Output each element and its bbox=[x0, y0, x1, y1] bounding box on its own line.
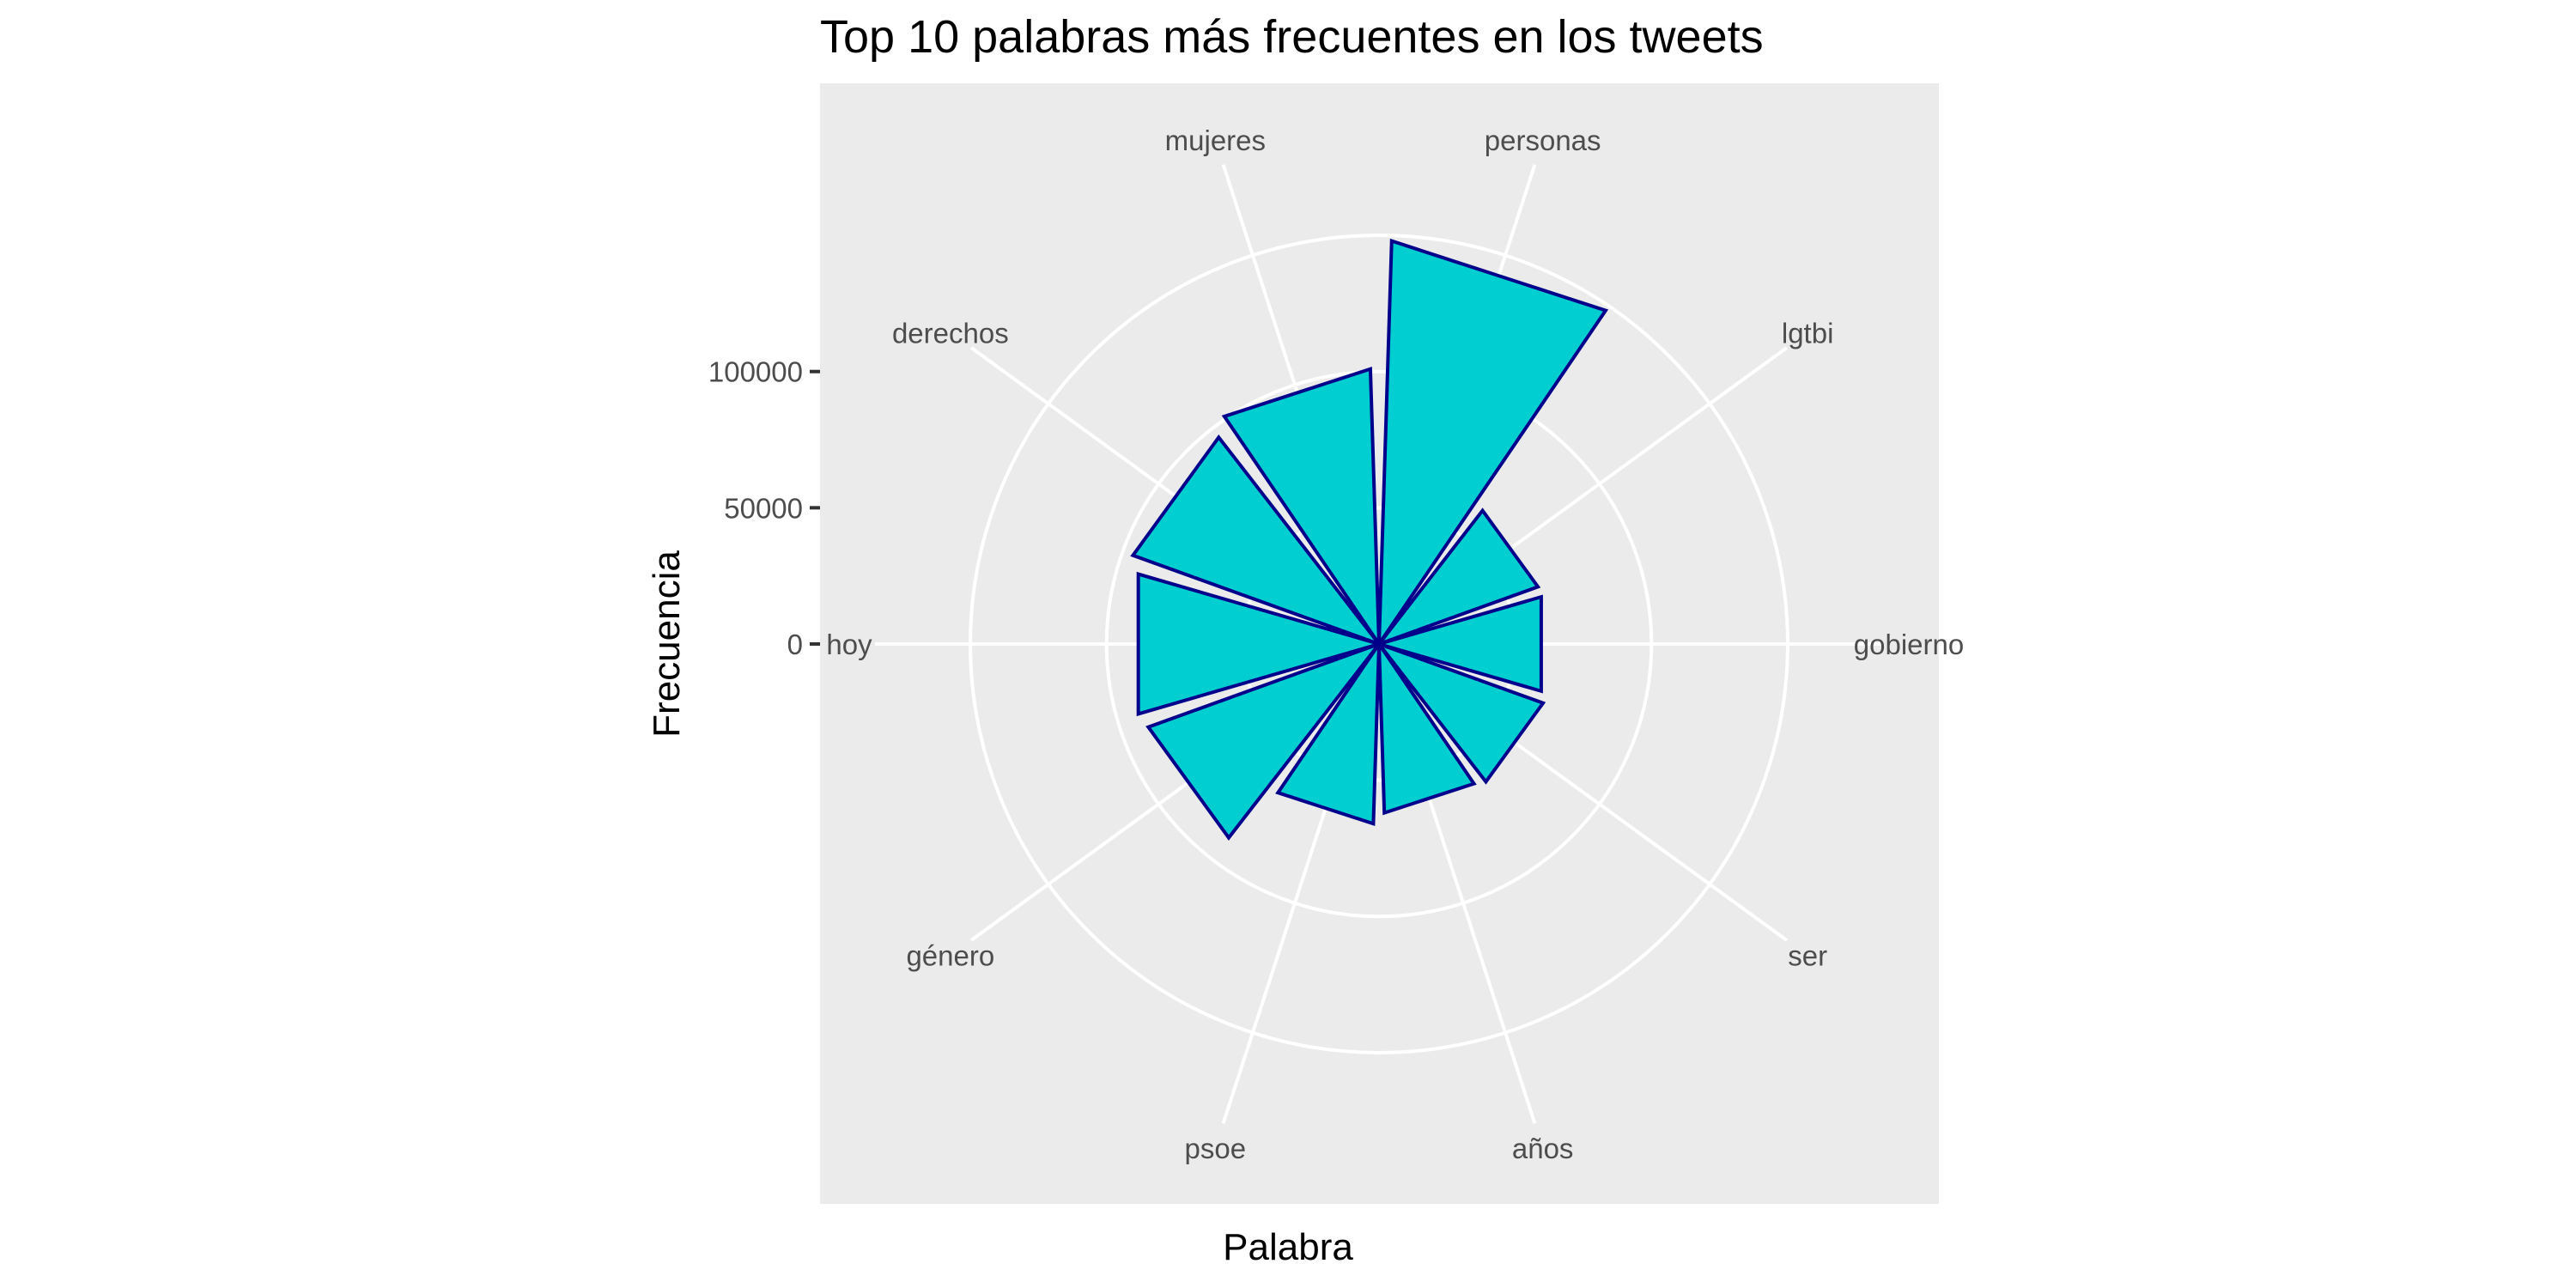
y-tick-label: 0 bbox=[787, 629, 803, 660]
category-label: años bbox=[1512, 1133, 1574, 1164]
label-layer: personas lgtbi gobierno ser años psoe género ho… bbox=[826, 125, 1964, 1164]
x-axis-title: Palabra bbox=[1223, 1226, 1353, 1268]
category-label: género bbox=[906, 940, 994, 972]
y-tick-label: 100000 bbox=[708, 356, 803, 388]
bar-mujeres bbox=[1221, 366, 1382, 650]
category-label: gobierno bbox=[1854, 629, 1964, 660]
bar-gobierno bbox=[1372, 594, 1543, 694]
bar-layer bbox=[1130, 238, 1609, 841]
bar-psoe bbox=[1275, 638, 1382, 827]
category-label: hoy bbox=[826, 629, 872, 660]
category-label: derechos bbox=[892, 317, 1009, 349]
chart-title: Top 10 palabras más frecuentes en los tw… bbox=[820, 11, 1764, 63]
bar-personas bbox=[1376, 238, 1609, 650]
category-label: personas bbox=[1485, 125, 1601, 156]
bar-ser bbox=[1374, 640, 1546, 785]
bar-hoy bbox=[1136, 571, 1386, 717]
category-label: ser bbox=[1788, 940, 1827, 972]
bar-derechos bbox=[1130, 434, 1384, 648]
category-label: mujeres bbox=[1165, 125, 1266, 156]
bar-lgtbi bbox=[1374, 507, 1541, 648]
radial-axis: 0 50000 100000 bbox=[708, 356, 820, 660]
y-tick-label: 50000 bbox=[724, 492, 803, 524]
category-label: psoe bbox=[1185, 1133, 1247, 1164]
bar-años bbox=[1376, 638, 1477, 816]
y-axis-title: Frecuencia bbox=[646, 550, 688, 738]
bar-género bbox=[1145, 640, 1384, 841]
category-label: lgtbi bbox=[1782, 317, 1834, 349]
